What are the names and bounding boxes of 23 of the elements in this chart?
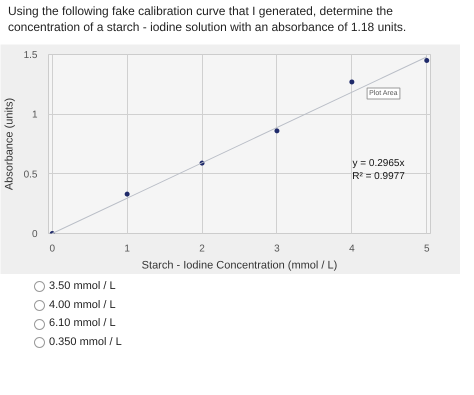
point xyxy=(424,58,430,63)
y-axis-title: Absorbance (units) xyxy=(4,98,16,190)
x-tick-label: 1 xyxy=(124,244,130,254)
y-tick-label: 1.5 xyxy=(24,50,38,61)
x-tick-label: 5 xyxy=(424,244,430,254)
text: 4.00 mmol / L xyxy=(48,298,117,313)
point xyxy=(124,192,130,197)
point xyxy=(349,79,354,84)
annotation: R² = 0.9977 xyxy=(352,171,406,182)
x-tick-label: 2 xyxy=(199,244,206,254)
text: 0.350 mmol / L xyxy=(48,335,122,350)
x-axis-title: Starch - Iodine Concentration (mmol / L) xyxy=(142,260,338,272)
y-tick-label: 1 xyxy=(32,110,38,121)
chart-title: Using the following fake calibration curve that I generated, determine the concentration of a starch - iodine solution with an absorbance of 1.18 units. xyxy=(8,4,408,36)
text: 6.10 mmol / L xyxy=(48,316,117,332)
x-tick-label: 3 xyxy=(274,244,280,254)
x-tick-label: 0 xyxy=(49,244,56,254)
y-tick-label: 0 xyxy=(32,229,38,240)
annotation: y = 0.2965x xyxy=(352,158,404,169)
y-tick-label: 0.5 xyxy=(24,169,38,180)
x-tick-label: 4 xyxy=(349,244,356,254)
text: 3.50 mmol / L xyxy=(48,279,117,294)
point xyxy=(274,128,280,134)
